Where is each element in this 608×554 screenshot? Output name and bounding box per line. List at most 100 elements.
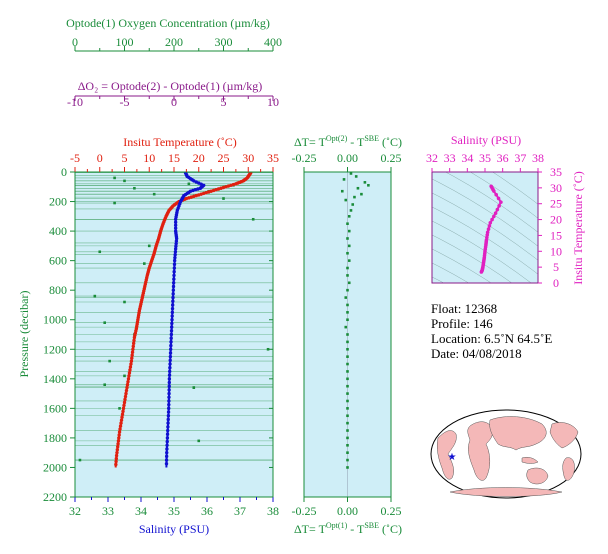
- profile-value: 146: [473, 316, 493, 331]
- float-value: 12368: [464, 301, 498, 316]
- ts-temperature-tick-label: 10: [550, 244, 562, 258]
- salinity-point: [168, 362, 172, 366]
- salinity-point: [168, 366, 172, 370]
- ts-salinity-tick-label: 32: [426, 151, 438, 165]
- ts-density-contour: [492, 172, 538, 205]
- temperature-point: [126, 380, 130, 384]
- temperature-point: [125, 385, 129, 390]
- salinity-tick-label: 33: [102, 504, 114, 518]
- delta-t-point: [346, 443, 349, 447]
- salinity-point: [172, 262, 177, 267]
- delta-t-axis-ticks: -0.25 0.00 0.25 -0.25 0.00 0.25: [292, 151, 402, 518]
- temperature-point: [131, 344, 135, 349]
- delta-t-point: [344, 325, 348, 329]
- ts-temperature-tick-label: 5: [553, 260, 559, 274]
- delta-t-point: [346, 222, 349, 226]
- main-plot-area: [75, 172, 273, 468]
- temperature-point: [117, 430, 122, 434]
- ts-density-contour: [432, 234, 513, 283]
- axis-tick-label: 5: [221, 95, 227, 109]
- temperature-point: [120, 412, 125, 416]
- temperature-tick-label: 25: [218, 151, 230, 165]
- pressure-tick-label: 1400: [43, 372, 67, 386]
- temperature-point: [118, 427, 122, 431]
- salinity-point: [166, 421, 170, 425]
- delta-t-top-tick-label: 0.00: [337, 151, 358, 165]
- ts-density-contour: [469, 172, 538, 219]
- delta-t-point: [346, 347, 349, 351]
- ts-salinity-tick-label: 34: [461, 151, 473, 165]
- ts-temperature-tick-label: 35: [550, 165, 562, 179]
- salinity-point: [170, 310, 175, 315]
- temperature-point: [129, 362, 133, 366]
- salinity-point: [167, 373, 172, 377]
- delta-o2-point: [123, 300, 126, 304]
- temperature-point: [124, 391, 128, 396]
- temperature-point: [126, 377, 131, 381]
- axis-tick-label: -5: [120, 95, 130, 109]
- delta-o2-point: [123, 179, 126, 183]
- date-label: Date:: [431, 346, 460, 361]
- salinity-point: [173, 223, 178, 227]
- salinity-point: [166, 417, 170, 422]
- ts-salinity-tick-label: 35: [479, 151, 491, 165]
- land-antarctica: [449, 487, 563, 497]
- temperature-tick-label: 10: [143, 151, 155, 165]
- delta-o2-point: [123, 374, 126, 378]
- ts-density-contour: [432, 178, 538, 247]
- delta-o2-point: [133, 186, 136, 190]
- salinity-point: [166, 414, 171, 418]
- salinity-tick-label: 34: [135, 504, 147, 518]
- salinity-point: [171, 284, 176, 289]
- delta-t-point: [342, 178, 346, 181]
- salinity-point: [171, 295, 175, 300]
- ts-point: [496, 196, 501, 201]
- pressure-tick-label: 0: [61, 165, 67, 179]
- delta-t-point: [346, 362, 349, 366]
- temperature-point: [131, 341, 136, 346]
- ts-salinity-tick-label: 38: [532, 151, 544, 165]
- salinity-point: [173, 226, 178, 230]
- float-info-float: Float: 12368: [431, 301, 497, 317]
- delta-t-point: [353, 195, 356, 199]
- delta-t-point: [346, 266, 349, 270]
- temperature-point: [123, 394, 128, 399]
- axis-tick-label: 300: [215, 35, 233, 49]
- land-asia: [489, 416, 547, 451]
- delta-t-point: [346, 333, 349, 336]
- delta-o2-point: [113, 201, 116, 205]
- temperature-axis-label: Insitu Temperature (˚C): [123, 135, 237, 149]
- salinity-point: [170, 318, 174, 322]
- delta-t-top-label: ΔT= TOpt(2) - TSBE (˚C): [294, 134, 402, 149]
- delta-t-point: [346, 340, 349, 344]
- delta-o2-point: [266, 347, 270, 351]
- delta-o2-point: [113, 176, 116, 180]
- ts-point: [485, 235, 489, 240]
- salinity-point: [167, 395, 171, 399]
- salinity-point: [171, 299, 175, 303]
- salinity-point: [167, 391, 171, 396]
- delta-t-point: [346, 377, 349, 381]
- delta-t-point: [347, 229, 351, 233]
- salinity-point: [169, 336, 173, 340]
- axis-tick-label: 400: [264, 35, 282, 49]
- temperature-tick-label: 20: [193, 151, 205, 165]
- delta-t-point: [363, 181, 367, 184]
- delta-t-point: [356, 186, 360, 190]
- delta-t-point: [347, 281, 351, 285]
- salinity-point: [173, 250, 178, 254]
- salinity-point: [167, 377, 172, 381]
- delta-t-point: [346, 311, 349, 314]
- delta-t-point: [367, 183, 370, 187]
- delta-t-point: [346, 414, 349, 418]
- temperature-point: [120, 415, 124, 419]
- ts-diagram-panel: Salinity (PSU) 32 33 34 35 36 37 3805101520253…: [426, 133, 585, 290]
- salinity-point: [169, 343, 173, 348]
- delta-t-point: [354, 175, 358, 178]
- ts-point: [492, 214, 496, 219]
- axis-tick-label: 10: [267, 95, 279, 109]
- salinity-point: [168, 369, 172, 374]
- pressure-tick-label: 1800: [43, 431, 67, 445]
- temperature-tick-label: 0: [97, 151, 103, 165]
- salinity-point: [170, 306, 175, 311]
